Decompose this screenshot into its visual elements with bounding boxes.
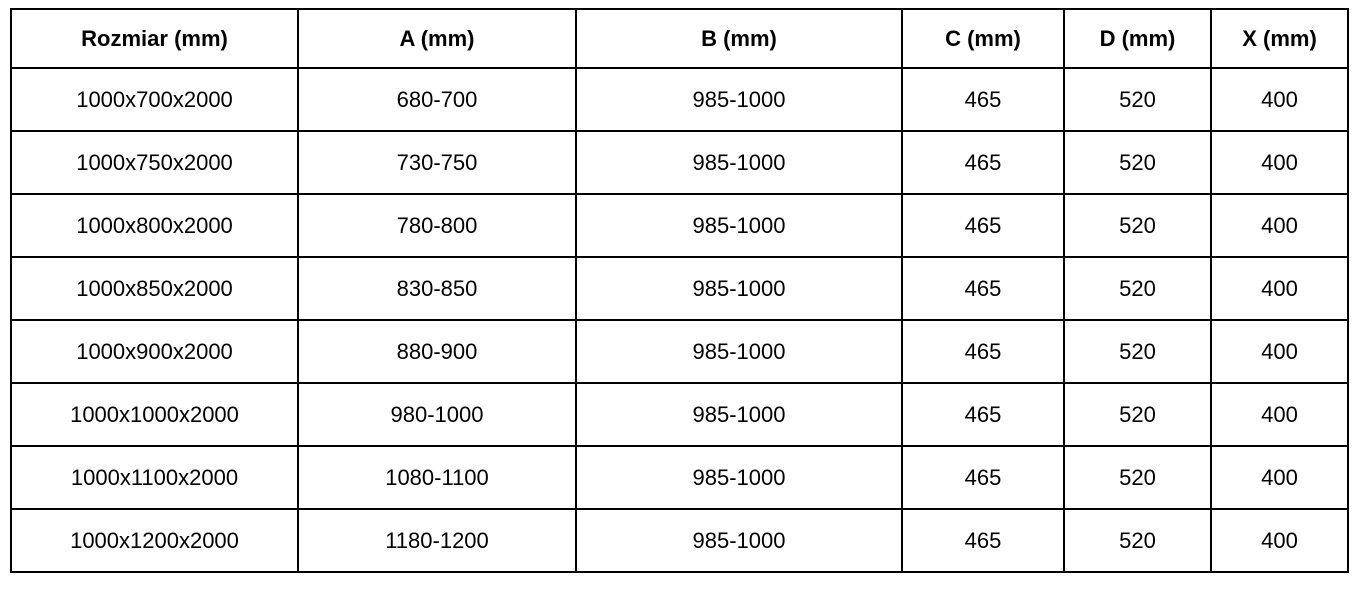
header-cell-rozmiar: Rozmiar (mm) (10, 8, 299, 69)
table-cell: 465 (901, 256, 1065, 321)
table-cell: 1080-1100 (297, 445, 577, 510)
table-cell: 400 (1210, 508, 1349, 573)
table-cell: 465 (901, 445, 1065, 510)
size-dimensions-table: Rozmiar (mm) A (mm) B (mm) C (mm) D (mm)… (10, 8, 1349, 573)
table-cell: 520 (1063, 508, 1212, 573)
table-cell: 680-700 (297, 67, 577, 132)
header-cell-b: B (mm) (575, 8, 903, 69)
table-cell: 465 (901, 130, 1065, 195)
header-cell-x: X (mm) (1210, 8, 1349, 69)
table-cell: 465 (901, 508, 1065, 573)
table-cell: 400 (1210, 130, 1349, 195)
table-cell: 520 (1063, 256, 1212, 321)
table-cell: 520 (1063, 382, 1212, 447)
table-cell: 1000x1000x2000 (10, 382, 299, 447)
table-cell: 880-900 (297, 319, 577, 384)
table-cell: 1000x700x2000 (10, 67, 299, 132)
table-cell: 985-1000 (575, 193, 903, 258)
table-cell: 780-800 (297, 193, 577, 258)
table-cell: 520 (1063, 319, 1212, 384)
table-cell: 465 (901, 193, 1065, 258)
table-cell: 730-750 (297, 130, 577, 195)
table-cell: 1180-1200 (297, 508, 577, 573)
table-cell: 830-850 (297, 256, 577, 321)
table-cell: 465 (901, 67, 1065, 132)
table-cell: 1000x850x2000 (10, 256, 299, 321)
table-cell: 400 (1210, 445, 1349, 510)
table-cell: 985-1000 (575, 508, 903, 573)
header-cell-a: A (mm) (297, 8, 577, 69)
table-cell: 465 (901, 382, 1065, 447)
table-cell: 985-1000 (575, 382, 903, 447)
table-cell: 400 (1210, 193, 1349, 258)
table-cell: 980-1000 (297, 382, 577, 447)
table-cell: 1000x1200x2000 (10, 508, 299, 573)
table-cell: 400 (1210, 319, 1349, 384)
table-row: 1000x1200x2000 1180-1200 985-1000 465 52… (10, 508, 1349, 573)
table-row: 1000x800x2000 780-800 985-1000 465 520 4… (10, 193, 1349, 258)
table-cell: 520 (1063, 67, 1212, 132)
table-cell: 985-1000 (575, 319, 903, 384)
table-cell: 985-1000 (575, 130, 903, 195)
table-cell: 1000x800x2000 (10, 193, 299, 258)
table-cell: 400 (1210, 256, 1349, 321)
table-cell: 465 (901, 319, 1065, 384)
table-row: 1000x900x2000 880-900 985-1000 465 520 4… (10, 319, 1349, 384)
table-cell: 1000x1100x2000 (10, 445, 299, 510)
table-row: 1000x750x2000 730-750 985-1000 465 520 4… (10, 130, 1349, 195)
table-cell: 520 (1063, 130, 1212, 195)
header-row: Rozmiar (mm) A (mm) B (mm) C (mm) D (mm)… (10, 8, 1349, 69)
table-cell: 520 (1063, 193, 1212, 258)
table-cell: 400 (1210, 382, 1349, 447)
table-row: 1000x1000x2000 980-1000 985-1000 465 520… (10, 382, 1349, 447)
table-row: 1000x850x2000 830-850 985-1000 465 520 4… (10, 256, 1349, 321)
table-cell: 985-1000 (575, 256, 903, 321)
table-row: 1000x1100x2000 1080-1100 985-1000 465 52… (10, 445, 1349, 510)
table-row: 1000x700x2000 680-700 985-1000 465 520 4… (10, 67, 1349, 132)
table-cell: 520 (1063, 445, 1212, 510)
table-cell: 400 (1210, 67, 1349, 132)
header-cell-d: D (mm) (1063, 8, 1212, 69)
table-cell: 985-1000 (575, 445, 903, 510)
table-cell: 1000x750x2000 (10, 130, 299, 195)
table-cell: 985-1000 (575, 67, 903, 132)
header-cell-c: C (mm) (901, 8, 1065, 69)
table-cell: 1000x900x2000 (10, 319, 299, 384)
